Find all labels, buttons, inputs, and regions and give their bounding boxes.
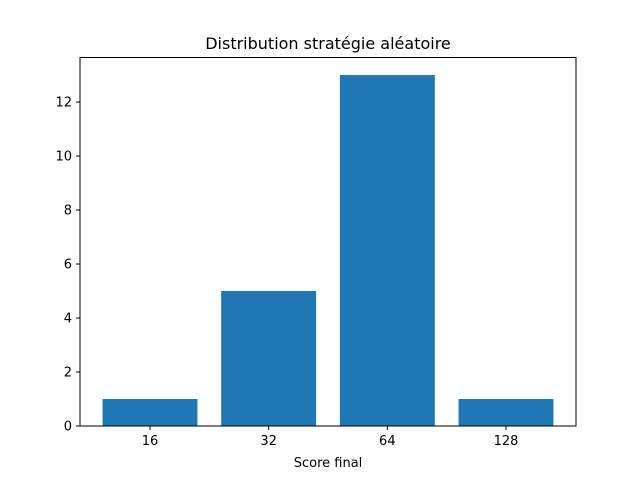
plot-area-frame — [79, 57, 577, 427]
bar-16 — [102, 399, 198, 426]
bar-64 — [339, 75, 435, 427]
y-tick-label: 0 — [64, 420, 72, 435]
x-tick-label: 64 — [379, 434, 396, 449]
bar-128 — [458, 399, 554, 426]
x-tick-label: 128 — [494, 434, 519, 449]
y-axis-ticks: 0 2 4 6 8 10 12 — [55, 96, 80, 435]
x-tick-label: 32 — [260, 434, 277, 449]
y-tick-label: 8 — [64, 204, 72, 219]
bar-32 — [221, 291, 317, 426]
y-tick-label: 6 — [64, 258, 72, 273]
y-tick-label: 12 — [55, 96, 72, 111]
bars-group — [102, 75, 554, 427]
x-tick-label: 16 — [142, 434, 159, 449]
chart-title: Distribution stratégie aléatoire — [205, 34, 451, 53]
y-tick-label: 4 — [64, 312, 72, 327]
y-tick-label: 10 — [55, 150, 72, 165]
y-tick-label: 2 — [64, 366, 72, 381]
x-axis-label: Score final — [294, 456, 363, 471]
x-axis-ticks: 16 32 64 128 — [142, 426, 519, 449]
